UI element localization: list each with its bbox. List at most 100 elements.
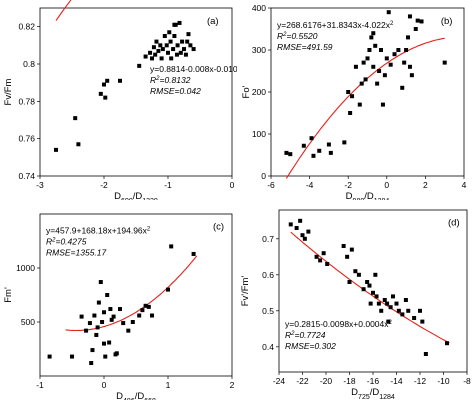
data-point — [130, 320, 135, 324]
data-point — [321, 251, 326, 256]
data-point — [288, 222, 293, 227]
data-point — [79, 314, 84, 319]
x-tick-label: -2 — [344, 180, 352, 190]
data-point — [150, 56, 154, 61]
data-point — [300, 233, 305, 238]
data-point — [102, 82, 106, 87]
data-point — [386, 319, 391, 324]
data-point — [390, 294, 395, 299]
plot-frame — [39, 7, 233, 177]
data-point — [341, 244, 346, 248]
data-point — [407, 64, 412, 69]
data-point — [158, 43, 163, 48]
data-point — [177, 20, 182, 25]
data-point — [183, 52, 188, 57]
y-axis-label: Fv'/Fm' — [240, 276, 251, 307]
x-tick-label: 0 — [102, 380, 107, 390]
data-point — [394, 301, 399, 306]
data-point — [371, 290, 375, 295]
data-point — [121, 321, 126, 326]
data-point — [70, 354, 74, 359]
x-tick-label: 2 — [230, 380, 235, 390]
data-point — [384, 56, 389, 61]
data-point — [356, 272, 361, 277]
data-point — [294, 226, 299, 230]
data-point — [357, 102, 362, 107]
x-tick-label: -16 — [367, 376, 380, 386]
data-point — [76, 142, 81, 147]
data-point — [353, 269, 358, 274]
data-point — [409, 73, 414, 78]
x-tick-label: -1 — [164, 180, 172, 190]
x-tick-label: -24 — [273, 376, 286, 386]
y-tick-label: 0.78 — [18, 96, 35, 106]
data-point — [359, 81, 364, 86]
panel-label: (d) — [448, 218, 460, 229]
data-point — [385, 301, 390, 306]
data-point — [347, 280, 352, 284]
data-point — [412, 316, 417, 320]
annotation-line: R2=0.5520 — [277, 31, 318, 41]
data-point — [169, 56, 174, 61]
x-tick-label: -12 — [414, 376, 427, 386]
panel-label: (a) — [207, 16, 219, 27]
data-point — [309, 136, 314, 141]
data-point — [103, 354, 108, 359]
data-point — [373, 272, 378, 277]
data-point — [346, 90, 351, 94]
data-point — [371, 31, 376, 36]
x-tick-label: 4 — [462, 180, 467, 190]
y-axis-label: Fo' — [241, 85, 252, 98]
data-point — [182, 47, 186, 52]
data-point — [325, 262, 330, 266]
data-point — [365, 280, 370, 284]
data-point — [151, 45, 156, 50]
data-point — [367, 283, 372, 288]
data-point — [172, 34, 177, 38]
annotation-line: RMSE=1355.17 — [46, 248, 107, 258]
data-point — [103, 95, 108, 100]
data-point — [311, 153, 316, 158]
data-point — [442, 60, 447, 65]
panel-d: -24 -22 -20 -18 -16 -14 -12 -10 -8 0.4 0.5 0.6 0.7 D7… — [240, 209, 471, 400]
x-axis-label: D690/D1320 — [114, 191, 158, 200]
y-axis-label: Fv/Fm — [3, 78, 14, 105]
data-point — [143, 303, 148, 308]
data-point — [102, 310, 106, 315]
data-point — [374, 294, 379, 299]
data-point — [167, 30, 172, 35]
data-point — [368, 301, 373, 306]
data-point — [353, 64, 358, 69]
data-point — [396, 48, 401, 52]
data-point — [168, 39, 173, 44]
data-point — [186, 32, 191, 37]
data-point — [164, 43, 169, 48]
data-point — [298, 218, 303, 223]
data-point — [402, 60, 407, 65]
x-tick-label: -1 — [36, 380, 44, 390]
data-point — [102, 341, 106, 346]
x-tick-label: -10 — [437, 376, 450, 386]
data-point — [406, 308, 411, 313]
x-tick-label: -22 — [296, 376, 309, 386]
data-point — [94, 332, 99, 337]
data-point — [302, 236, 307, 241]
data-point — [350, 94, 355, 99]
x-tick-label: -2 — [100, 180, 108, 190]
panel-label: (b) — [441, 16, 453, 27]
data-point — [175, 43, 180, 48]
data-point — [306, 229, 311, 234]
data-point — [154, 39, 159, 44]
data-point — [345, 254, 350, 259]
data-point — [400, 85, 405, 90]
x-tick-label: -3 — [36, 180, 44, 190]
data-point — [382, 298, 387, 302]
x-tick-label: -6 — [267, 180, 275, 190]
data-point — [169, 244, 174, 249]
data-point — [386, 10, 391, 15]
annotation-line: R2=0.8132 — [150, 75, 191, 85]
annotation-line: RMSE=491.59 — [277, 42, 333, 52]
data-point — [404, 48, 409, 52]
data-point — [92, 313, 97, 318]
data-point — [379, 48, 384, 52]
